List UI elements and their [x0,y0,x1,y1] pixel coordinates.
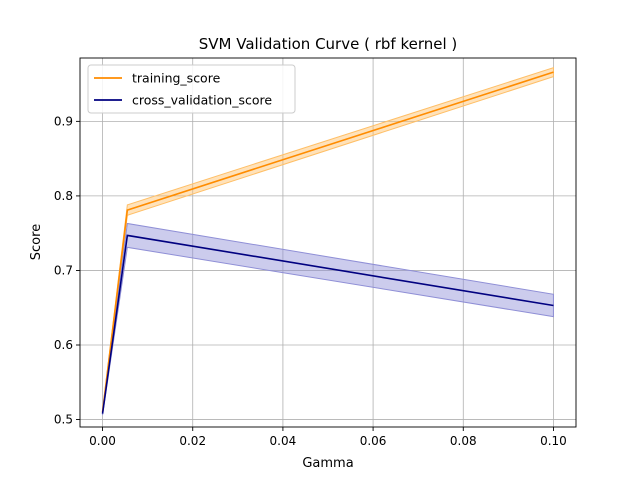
legend-label-training_score: training_score [132,71,221,86]
x-tick-label: 0.00 [89,434,116,448]
y-tick-label: 0.8 [54,189,73,203]
legend-box [87,64,296,114]
x-tick-label: 0.10 [540,434,567,448]
series-line-training_score [101,71,554,413]
x-tick-label: 0.06 [360,434,387,448]
y-tick-label: 0.9 [54,114,73,128]
plot-area: 0.00 0.02 0.04 0.06 0.08 0.10 0.5 0.6 0.7 0.8 0.9 t… [54,57,577,448]
x-tick-label: 0.02 [179,434,206,448]
x-tick-label: 0.08 [450,434,477,448]
axes-frame [79,57,577,428]
chart-title: SVM Validation Curve ( rbf kernel ) [199,35,458,53]
series-band-cross_validation_score [102,222,554,416]
series-line-cross_validation_score [101,234,554,414]
x-tick-label: 0.04 [270,434,297,448]
y-tick-label: 0.5 [54,413,73,427]
y-tick-label: 0.6 [54,338,73,352]
y-tick-label: 0.7 [54,263,73,277]
legend-label-cross_validation_score: cross_validation_score [132,93,272,108]
y-axis-label: Score [29,224,44,260]
x-axis-label: Gamma [302,456,353,471]
